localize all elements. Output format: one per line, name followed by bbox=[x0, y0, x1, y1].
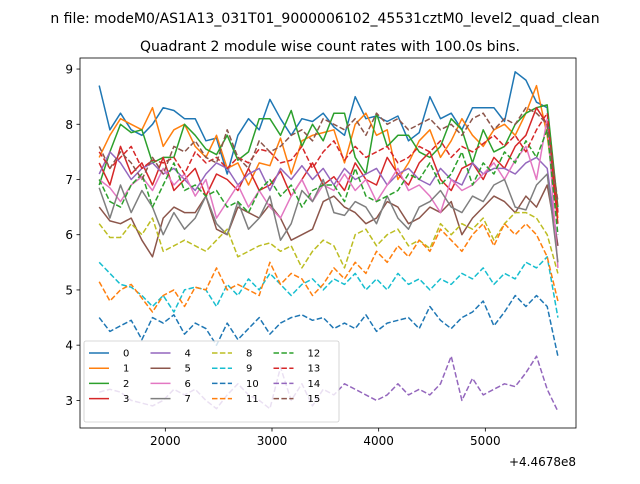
series-group bbox=[98, 71, 559, 412]
series-line-15 bbox=[98, 106, 559, 202]
series-line-7 bbox=[98, 173, 559, 263]
series-line-2 bbox=[98, 104, 559, 208]
series-line-0 bbox=[98, 71, 559, 213]
y-tick-label: 7 bbox=[65, 173, 73, 187]
x-tick-label: 4000 bbox=[363, 434, 394, 448]
y-tick-label: 9 bbox=[65, 63, 73, 77]
series-line-8 bbox=[98, 211, 559, 274]
legend-label-2: 2 bbox=[123, 379, 129, 390]
chart-suptitle: n file: modeM0/AS1A13_031T01_9000006102_… bbox=[50, 11, 599, 27]
legend-label-13: 13 bbox=[308, 364, 321, 375]
legend-label-11: 11 bbox=[246, 394, 259, 405]
legend-label-10: 10 bbox=[246, 379, 259, 390]
legend-label-5: 5 bbox=[185, 364, 191, 375]
legend-label-14: 14 bbox=[308, 379, 321, 390]
x-offset-label: +4.4678e8 bbox=[509, 455, 576, 469]
legend-label-15: 15 bbox=[308, 394, 321, 405]
legend-label-4: 4 bbox=[185, 349, 191, 360]
legend-label-1: 1 bbox=[123, 364, 129, 375]
y-tick-label: 4 bbox=[65, 339, 73, 353]
axis-ticks: 2000 3000 4000 5000 3 4 5 6 7 8 9 bbox=[65, 63, 500, 448]
y-tick-label: 6 bbox=[65, 228, 73, 242]
y-tick-label: 8 bbox=[65, 118, 73, 132]
series-line-10 bbox=[98, 294, 559, 357]
series-line-12 bbox=[98, 129, 559, 235]
series-line-5 bbox=[98, 184, 559, 258]
legend-label-12: 12 bbox=[308, 349, 321, 360]
plot-frame bbox=[79, 57, 577, 429]
legend-label-8: 8 bbox=[246, 349, 252, 360]
series-line-9 bbox=[98, 256, 559, 318]
chart-title: Quadrant 2 module wise count rates with … bbox=[140, 39, 520, 55]
x-tick-label: 2000 bbox=[150, 434, 181, 448]
series-line-11 bbox=[98, 222, 559, 313]
y-tick-label: 3 bbox=[65, 394, 73, 408]
x-tick-label: 5000 bbox=[470, 434, 501, 448]
series-line-6 bbox=[98, 117, 559, 268]
series-line-13 bbox=[98, 112, 559, 213]
legend-label-9: 9 bbox=[246, 364, 252, 375]
legend-box bbox=[83, 340, 340, 423]
legend-label-6: 6 bbox=[185, 379, 191, 390]
legend-label-7: 7 bbox=[185, 394, 191, 405]
series-line-4 bbox=[98, 151, 559, 246]
y-tick-label: 5 bbox=[65, 283, 73, 297]
legend-label-3: 3 bbox=[123, 394, 129, 405]
legend-label-0: 0 bbox=[123, 349, 129, 360]
x-tick-label: 3000 bbox=[257, 434, 288, 448]
